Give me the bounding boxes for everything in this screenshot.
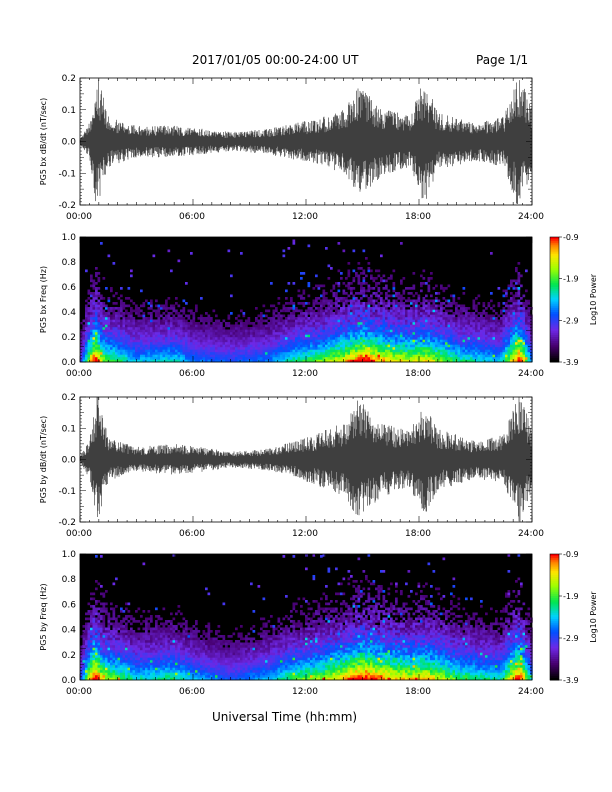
page-title: 2017/01/05 00:00-24:00 UT — [192, 53, 359, 67]
y-tick-label: 0.1 — [62, 424, 76, 434]
y-tick-label: 0.0 — [62, 358, 77, 368]
x-tick-label: 06:00 — [179, 369, 205, 379]
colorbar-tick-label: -2.9 — [563, 634, 579, 643]
x-ticks-1 — [79, 237, 533, 362]
colorbar-title: Log10 Power — [589, 591, 598, 643]
y-tick-label: 0.0 — [62, 676, 77, 686]
y-tick-label: -0.2 — [58, 201, 76, 211]
waveform-panel-0 — [79, 77, 533, 206]
colorbar-3 — [549, 553, 562, 681]
colorbar-tick-label: -1.9 — [563, 275, 579, 284]
y-tick-label: 0.1 — [62, 106, 76, 116]
y-tick-label: 0.4 — [62, 626, 77, 636]
x-ticks-2 — [79, 397, 533, 522]
x-tick-label: 18:00 — [405, 369, 431, 379]
y-axis-title: PG5 by dB/dt (nT/sec) — [39, 416, 48, 503]
x-tick-label: 18:00 — [405, 212, 431, 222]
x-tick-label: 06:00 — [179, 212, 205, 222]
x-tick-label: 24:00 — [518, 687, 544, 697]
spectrogram-cells — [80, 554, 533, 681]
waveform-panel-2 — [79, 396, 533, 523]
x-tick-label: 12:00 — [292, 687, 318, 697]
x-tick-label: 00:00 — [66, 369, 92, 379]
y-tick-label: 0.8 — [62, 575, 77, 585]
x-tick-label: 06:00 — [179, 687, 205, 697]
colorbar-title: Log10 Power — [589, 273, 598, 325]
x-tick-label: 12:00 — [292, 369, 318, 379]
x-tick-label: 24:00 — [518, 529, 544, 539]
x-tick-label: 00:00 — [66, 687, 92, 697]
x-tick-label: 18:00 — [405, 687, 431, 697]
y-axis-title: PG5 bx dB/dt (nT/sec) — [39, 98, 48, 185]
y-ticks-2 — [80, 396, 532, 523]
y-tick-label: 0.4 — [62, 308, 77, 318]
x-tick-label: 00:00 — [66, 212, 92, 222]
x-tick-label: 24:00 — [518, 212, 544, 222]
colorbar-tick-label: -0.9 — [563, 233, 579, 242]
y-tick-label: 0.2 — [62, 393, 76, 403]
y-tick-label: 1.0 — [62, 550, 77, 560]
spectrogram-cells — [80, 239, 533, 363]
y-tick-label: 1.0 — [62, 233, 77, 243]
spectrogram-panel-3 — [79, 553, 533, 681]
x-ticks-3 — [79, 554, 533, 680]
y-tick-label: 0.2 — [62, 333, 76, 343]
x-tick-label: 12:00 — [292, 529, 318, 539]
colorbar-1 — [549, 236, 562, 363]
x-tick-label: 24:00 — [518, 369, 544, 379]
colorbar-tick-label: -2.9 — [563, 316, 579, 325]
spectrogram-panel-1 — [79, 236, 533, 363]
x-tick-label: 12:00 — [292, 212, 318, 222]
y-tick-label: 0.2 — [62, 651, 76, 661]
y-ticks-3 — [80, 553, 532, 681]
x-tick-label: 00:00 — [66, 529, 92, 539]
x-axis-title: Universal Time (hh:mm) — [212, 710, 358, 724]
colorbar-tick-label: -0.9 — [563, 550, 579, 559]
x-tick-label: 18:00 — [405, 529, 431, 539]
colorbar-tick-label: -3.9 — [563, 358, 579, 367]
y-axis-title: PG5 bx Freq (Hz) — [39, 266, 48, 333]
page-number: Page 1/1 — [476, 53, 529, 67]
colorbar-tick-label: -3.9 — [563, 676, 579, 685]
y-axis-title: PG5 by Freq (Hz) — [39, 583, 48, 650]
y-tick-label: 0.6 — [62, 283, 77, 293]
y-ticks-0 — [80, 77, 532, 206]
x-ticks-0 — [79, 78, 533, 205]
y-tick-label: 0.2 — [62, 74, 76, 84]
y-tick-label: -0.1 — [58, 169, 76, 179]
y-tick-label: 0.8 — [62, 258, 77, 268]
x-tick-label: 06:00 — [179, 529, 205, 539]
y-tick-label: 0.6 — [62, 600, 77, 610]
y-tick-label: 0.0 — [62, 456, 77, 466]
y-tick-label: -0.1 — [58, 487, 76, 497]
y-ticks-1 — [80, 236, 532, 363]
y-tick-label: 0.0 — [62, 138, 77, 148]
colorbar-tick-label: -1.9 — [563, 592, 579, 601]
y-tick-label: -0.2 — [58, 518, 76, 528]
